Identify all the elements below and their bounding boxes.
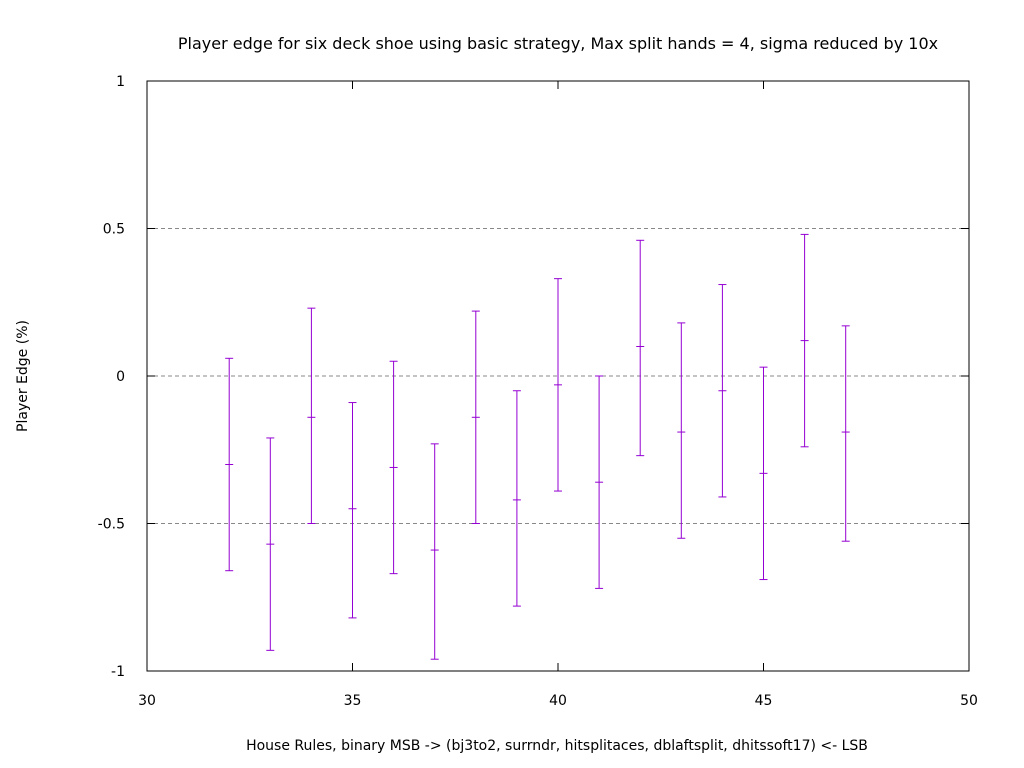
error-bar — [471, 310, 480, 524]
error-bar — [677, 322, 686, 539]
x-axis-label: House Rules, binary MSB -> (bj3to2, surr… — [246, 738, 868, 754]
x-tick-label: 35 — [344, 693, 362, 709]
error-bar — [266, 437, 275, 651]
y-tick-label: -1 — [111, 664, 125, 680]
error-bar — [430, 443, 439, 660]
error-bar — [389, 360, 398, 575]
x-tick-label: 30 — [138, 693, 156, 709]
y-tick-label: 0.5 — [103, 222, 125, 238]
axis-ticks: 1 0.5 0 -0.5 -1 30 35 40 45 50 — [98, 74, 978, 709]
error-bar — [225, 357, 234, 572]
error-bar — [800, 233, 809, 448]
error-bar — [307, 307, 316, 524]
y-tick-label: 1 — [116, 74, 125, 90]
error-bars — [225, 233, 850, 660]
error-bar — [512, 390, 521, 607]
y-tick-label: -0.5 — [98, 517, 125, 533]
x-tick-label: 45 — [755, 693, 773, 709]
error-bar — [718, 284, 727, 498]
error-bar — [595, 375, 604, 589]
chart-title: Player edge for six deck shoe using basi… — [178, 34, 938, 53]
x-tick-label: 50 — [960, 693, 978, 709]
y-tick-label: 0 — [116, 369, 125, 385]
error-bar — [636, 239, 645, 457]
y-axis-label: Player Edge (%) — [15, 320, 31, 432]
error-bar — [554, 278, 562, 492]
error-bar — [759, 366, 768, 581]
grid-lines — [147, 228, 969, 524]
error-bar — [348, 402, 357, 619]
error-bar — [841, 325, 850, 542]
x-tick-label: 40 — [549, 693, 567, 709]
